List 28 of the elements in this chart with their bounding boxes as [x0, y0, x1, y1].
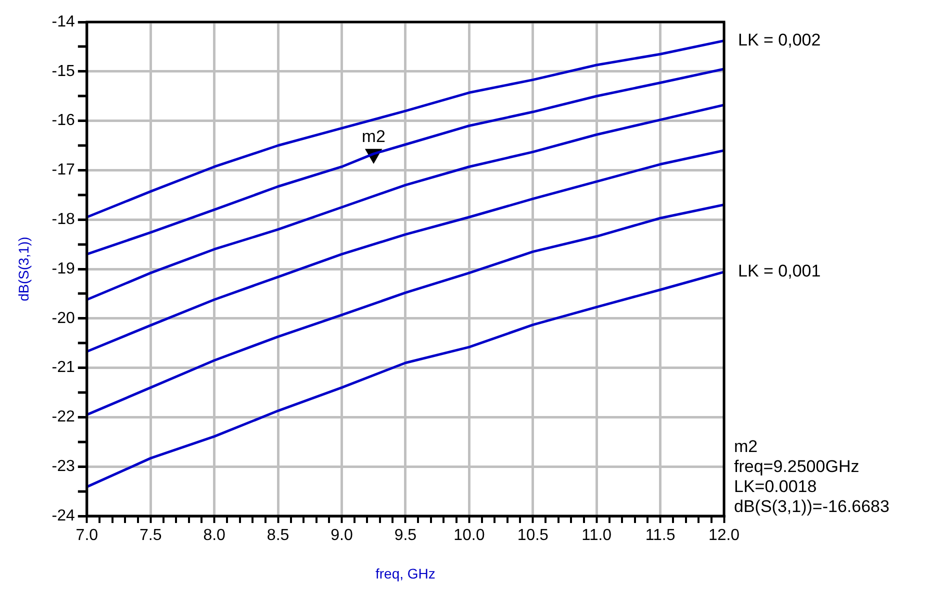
- y-tick-label: -22: [52, 408, 76, 426]
- y-tick-label: -23: [52, 458, 76, 476]
- series-label: LK = 0,002: [738, 30, 821, 50]
- x-axis-title: freq, GHz: [376, 565, 436, 582]
- x-tick-label: 8.0: [203, 527, 226, 544]
- x-tick-label: 11.5: [645, 527, 676, 544]
- y-tick-label: -15: [52, 62, 76, 80]
- y-tick-label: -18: [52, 211, 76, 228]
- x-tick-label: 7.0: [76, 527, 98, 544]
- series-label: LK = 0,001: [738, 262, 821, 281]
- y-axis-title: dB(S(3,1)): [15, 236, 32, 302]
- y-tick-label: -21: [52, 359, 76, 376]
- x-tick-label: 10.5: [517, 527, 549, 544]
- x-tick-label: 9.5: [394, 527, 417, 544]
- y-tick-label: -17: [52, 162, 76, 179]
- x-tick-label: 10.0: [454, 527, 485, 544]
- y-tick-label: -14: [52, 13, 76, 30]
- annotation: m2: [362, 127, 386, 146]
- x-tick-label: 11.0: [582, 527, 612, 544]
- x-tick-label: 8.5: [266, 527, 290, 544]
- y-tick-label: -19: [52, 260, 76, 278]
- text: m2 freq=9.2500GHz LK=0.0018 dB(S(3,1))=-16.6683: [734, 437, 890, 516]
- y-tick-label: -24: [52, 507, 76, 524]
- x-tick-label: 12.0: [708, 527, 740, 544]
- x-tick-label: 7.5: [140, 527, 162, 544]
- y-tick-label: -16: [52, 112, 76, 130]
- x-tick-label: 9.0: [330, 527, 353, 544]
- y-tick-label: -20: [52, 310, 76, 327]
